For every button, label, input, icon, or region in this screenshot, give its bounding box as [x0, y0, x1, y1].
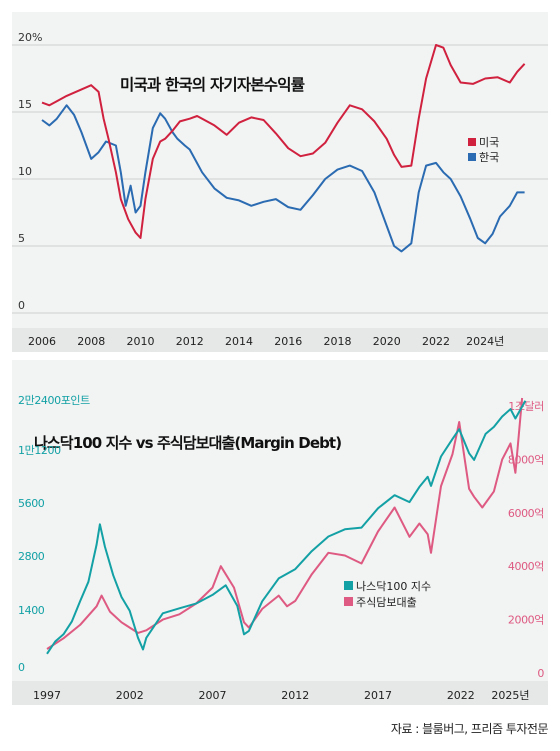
- series-line-nasdaq100: [46, 400, 527, 655]
- legend: 미국 한국: [468, 136, 499, 164]
- x-tick-label: 2022: [422, 335, 450, 348]
- left-y-tick-label: 1만1200: [18, 444, 61, 457]
- y-tick-label: 5: [18, 232, 25, 245]
- x-tick-label: 2010: [126, 335, 154, 348]
- x-tick-label: 2007: [199, 689, 227, 702]
- source-note: 자료 : 블룸버그, 프리즘 투자전문: [390, 722, 549, 736]
- x-tick-label: 2017: [364, 689, 392, 702]
- legend-swatch-margin: [344, 597, 353, 606]
- x-tick-label: 2008: [77, 335, 105, 348]
- series-line-us: [41, 44, 526, 239]
- legend-label-us: 미국: [479, 136, 499, 149]
- legend-label-margin: 주식담보대출: [356, 596, 417, 609]
- right-y-tick-label: 0: [537, 667, 544, 680]
- x-tick-label: 2024년: [466, 335, 504, 348]
- y-tick-label: 15: [18, 98, 32, 111]
- x-tick-label: 2012: [281, 689, 309, 702]
- x-tick-label: 2016: [274, 335, 302, 348]
- chart-title: 나스닥100 지수 vs 주식담보대출(Margin Debt): [34, 434, 341, 452]
- right-y-tick-label: 6000억: [508, 507, 544, 520]
- y-tick-label: 10: [18, 165, 32, 178]
- x-tick-label: 2012: [176, 335, 204, 348]
- x-tick-label: 2014: [225, 335, 253, 348]
- x-tick-label: 2018: [323, 335, 351, 348]
- x-tick-label: 2025년: [491, 689, 529, 702]
- x-tick-label: 2002: [116, 689, 144, 702]
- x-axis-band: [12, 681, 548, 705]
- roe-chart: 미국과 한국의 자기자본수익률 20% 15 10 5 0 2006 2008 2010 20…: [12, 31, 548, 348]
- nasdaq-margin-chart: 나스닥100 지수 vs 주식담보대출(Margin Debt) 2만2400포…: [18, 394, 545, 702]
- legend-label-nasdaq: 나스닥100 지수: [356, 580, 431, 593]
- legend-swatch-nasdaq: [344, 581, 353, 590]
- left-y-tick-label: 2800: [18, 550, 45, 563]
- series-line-kr: [41, 104, 525, 253]
- left-y-tick-label: 5600: [18, 497, 45, 510]
- x-tick-label: 1997: [33, 689, 61, 702]
- roe-chart-panel: 미국과 한국의 자기자본수익률 20% 15 10 5 0 2006 2008 2010 20…: [12, 12, 548, 352]
- left-y-tick-label: 1400: [18, 604, 45, 617]
- legend: 나스닥100 지수 주식담보대출: [344, 580, 431, 609]
- right-y-tick-label: 1조달러: [508, 400, 544, 413]
- left-y-tick-label: 2만2400포인트: [18, 394, 90, 407]
- nasdaq-margin-chart-panel: 나스닥100 지수 vs 주식담보대출(Margin Debt) 2만2400포…: [12, 360, 548, 705]
- series-line-margin-debt: [46, 397, 524, 650]
- right-y-tick-label: 2000억: [508, 614, 544, 627]
- chart-title: 미국과 한국의 자기자본수익률: [120, 75, 305, 94]
- legend-label-kr: 한국: [479, 151, 499, 164]
- left-y-tick-label: 0: [18, 661, 25, 674]
- x-tick-label: 2022: [447, 689, 475, 702]
- x-tick-label: 2020: [373, 335, 401, 348]
- right-y-tick-label: 4000억: [508, 560, 544, 573]
- y-tick-label: 20%: [18, 31, 42, 44]
- x-tick-label: 2006: [28, 335, 56, 348]
- y-tick-label: 0: [18, 299, 25, 312]
- legend-swatch-kr: [468, 153, 476, 161]
- x-axis-band: [12, 328, 548, 352]
- legend-swatch-us: [468, 138, 476, 146]
